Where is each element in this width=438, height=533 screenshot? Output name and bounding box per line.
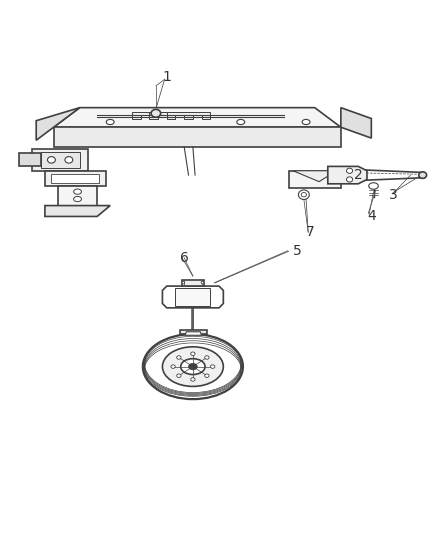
Polygon shape <box>53 108 341 127</box>
Polygon shape <box>45 206 110 216</box>
Ellipse shape <box>369 183 378 189</box>
Polygon shape <box>184 280 201 285</box>
Polygon shape <box>185 332 201 335</box>
Polygon shape <box>341 108 371 138</box>
Ellipse shape <box>47 157 55 163</box>
Ellipse shape <box>302 119 310 125</box>
Ellipse shape <box>65 157 73 163</box>
Ellipse shape <box>143 334 243 399</box>
Polygon shape <box>293 171 336 182</box>
Ellipse shape <box>205 356 209 359</box>
Polygon shape <box>53 127 341 147</box>
Ellipse shape <box>346 168 353 173</box>
Polygon shape <box>182 279 204 286</box>
Ellipse shape <box>177 356 181 359</box>
Ellipse shape <box>419 172 427 179</box>
Text: 5: 5 <box>293 244 302 259</box>
Ellipse shape <box>181 359 205 375</box>
Text: 6: 6 <box>180 251 189 265</box>
Text: 3: 3 <box>389 188 397 201</box>
Ellipse shape <box>151 109 161 117</box>
Polygon shape <box>51 174 99 183</box>
Polygon shape <box>45 171 106 186</box>
Ellipse shape <box>188 364 197 370</box>
Text: 1: 1 <box>162 70 171 84</box>
Ellipse shape <box>205 374 209 377</box>
Ellipse shape <box>177 374 181 377</box>
Ellipse shape <box>182 281 185 284</box>
Ellipse shape <box>74 189 81 194</box>
Polygon shape <box>149 112 193 118</box>
Ellipse shape <box>301 192 307 197</box>
Polygon shape <box>36 108 80 140</box>
Polygon shape <box>19 154 41 166</box>
Ellipse shape <box>191 352 195 356</box>
Ellipse shape <box>171 365 175 368</box>
Ellipse shape <box>298 190 309 199</box>
Polygon shape <box>289 171 341 188</box>
Polygon shape <box>180 329 207 334</box>
Polygon shape <box>132 112 176 118</box>
Polygon shape <box>176 288 210 305</box>
Polygon shape <box>41 152 80 168</box>
Polygon shape <box>58 186 97 206</box>
Ellipse shape <box>237 119 245 125</box>
Text: 2: 2 <box>354 168 363 182</box>
Ellipse shape <box>162 347 223 386</box>
Ellipse shape <box>201 281 204 284</box>
Ellipse shape <box>106 119 114 125</box>
Polygon shape <box>162 286 223 308</box>
Polygon shape <box>328 166 367 184</box>
Polygon shape <box>167 112 210 118</box>
Ellipse shape <box>346 177 353 182</box>
Polygon shape <box>32 149 88 171</box>
Text: 7: 7 <box>306 225 315 239</box>
Ellipse shape <box>211 365 215 368</box>
Text: 4: 4 <box>367 209 376 223</box>
Ellipse shape <box>74 197 81 201</box>
Ellipse shape <box>191 378 195 381</box>
